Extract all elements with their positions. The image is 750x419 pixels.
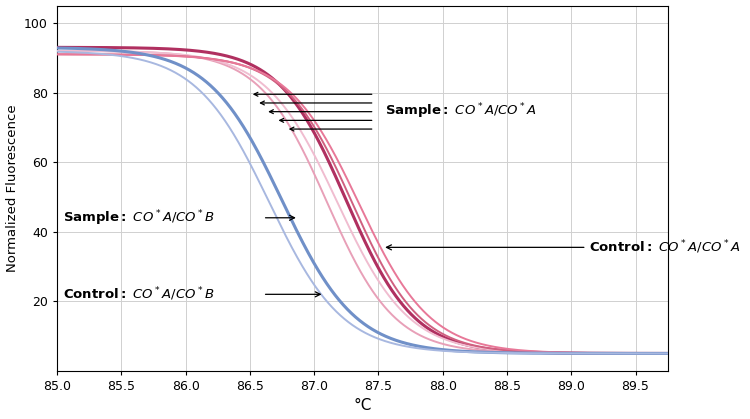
Text: $\mathbf{Sample:}$ $\mathit{CO^*A/CO^*A}$: $\mathbf{Sample:}$ $\mathit{CO^*A/CO^*A}… — [385, 102, 537, 122]
X-axis label: °C: °C — [353, 398, 371, 414]
Text: $\mathbf{Control:}$ $\mathit{CO^*A/CO^*A}$: $\mathbf{Control:}$ $\mathit{CO^*A/CO^*A… — [590, 238, 741, 256]
Y-axis label: Normalized Fluorescence: Normalized Fluorescence — [5, 104, 19, 272]
Text: $\mathbf{Control:}$ $\mathit{CO^*A/CO^*B}$: $\mathbf{Control:}$ $\mathit{CO^*A/CO^*B… — [64, 285, 215, 303]
Text: $\mathbf{Sample:}$ $\mathit{CO^*A/CO^*B}$: $\mathbf{Sample:}$ $\mathit{CO^*A/CO^*B}… — [64, 208, 215, 228]
